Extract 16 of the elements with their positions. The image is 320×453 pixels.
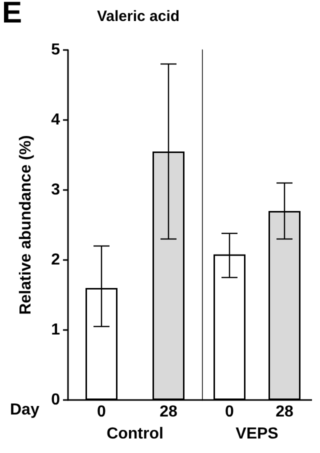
y-axis-title: Relative abundance (%)	[18, 135, 34, 315]
text: Day	[10, 402, 40, 418]
x-tick-label: 0	[225, 404, 234, 420]
y-tick-label: 1	[51, 322, 60, 338]
y-tick-label: 5	[51, 42, 60, 58]
x-axis-title: Control	[106, 426, 164, 442]
y-tick-label: 2	[51, 252, 60, 268]
x-tick-label: 28	[160, 404, 178, 420]
y-tick-label: 3	[51, 182, 60, 198]
x-axis-title: VEPS	[236, 426, 279, 442]
y-tick-label: 0	[51, 392, 60, 408]
text: E	[2, 0, 22, 30]
x-tick-label: 0	[97, 404, 106, 420]
chart-title: Valeric acid	[97, 8, 180, 25]
y-tick-label: 4	[51, 112, 60, 128]
x-tick-label: 28	[276, 404, 294, 420]
